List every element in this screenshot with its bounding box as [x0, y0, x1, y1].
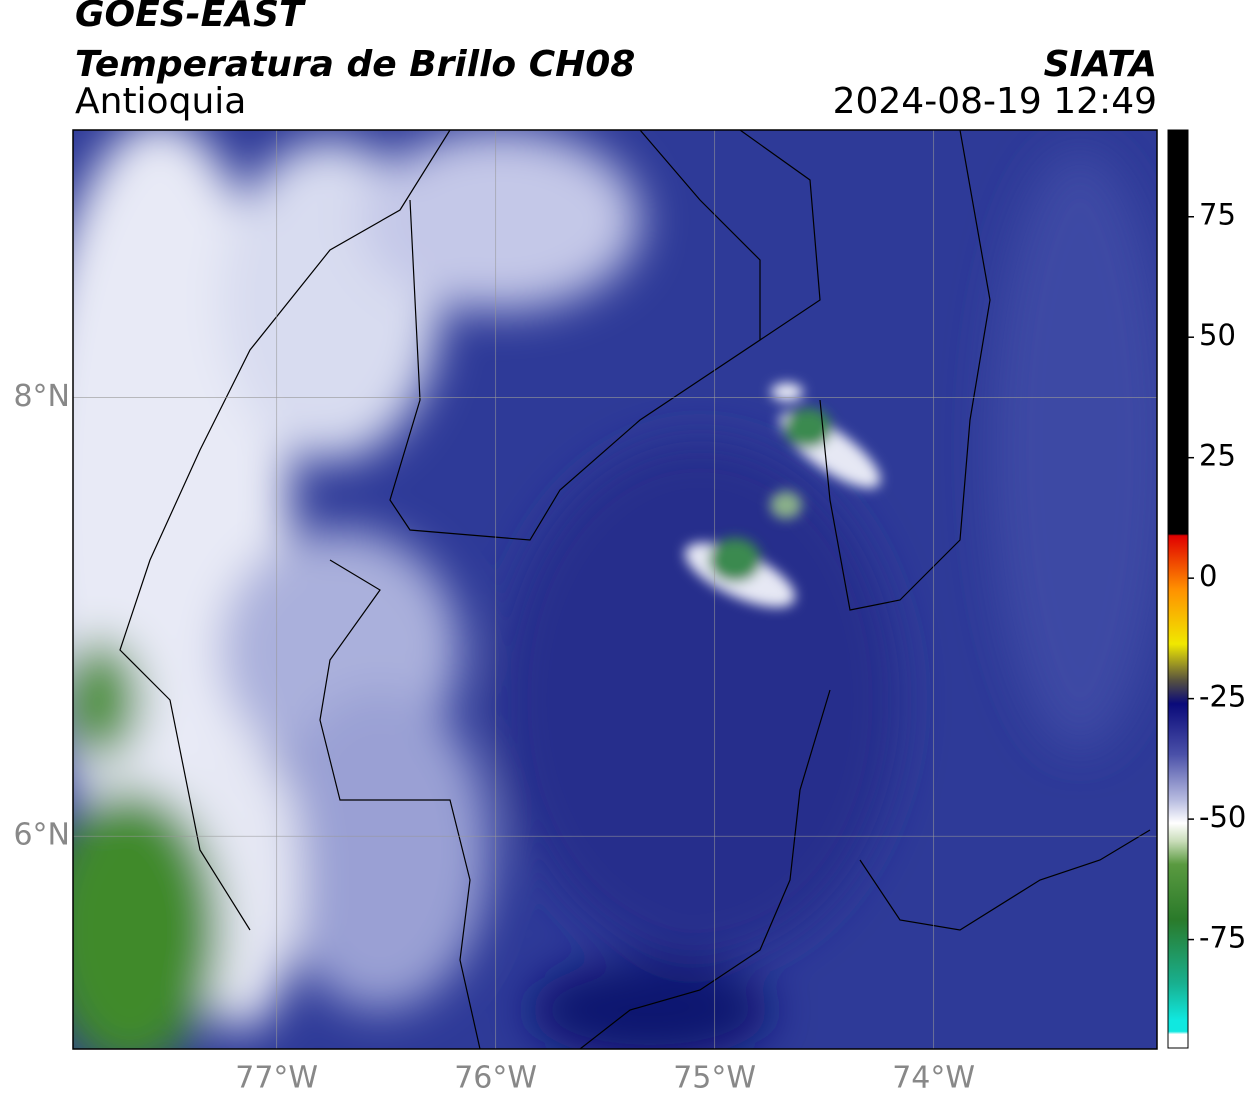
subtitle: Temperatura de Brillo CH08 [75, 44, 635, 85]
lat-tick-label: 8°N [13, 379, 70, 414]
datetime: 2024-08-19 12:49 [833, 81, 1157, 122]
colorbar-tick-label: 50 [1199, 318, 1236, 352]
colorbar-tick-label: 75 [1199, 198, 1236, 232]
lon-tick-label: 77°W [235, 1061, 318, 1096]
colorbar-tick-label: 25 [1199, 439, 1236, 473]
colorbar-tick-label: -25 [1199, 680, 1246, 714]
map-frame [72, 129, 1158, 1050]
colorbar-tick-label: -50 [1199, 800, 1246, 834]
satellite-image [73, 130, 1157, 1049]
lon-tick-label: 76°W [454, 1061, 537, 1096]
colorbar-tick-label: 0 [1199, 559, 1217, 593]
lon-tick-label: 75°W [673, 1061, 756, 1096]
boundaries [119, 130, 1151, 1049]
lon-tick-label: 74°W [892, 1061, 975, 1096]
lat-tick-label: 6°N [13, 818, 70, 853]
source: SIATA [1044, 44, 1157, 85]
graticule [73, 130, 1157, 1049]
colorbar [1167, 129, 1189, 1049]
colorbar-tick-label: -75 [1199, 921, 1246, 955]
title: GOES-EAST [75, 0, 306, 35]
region: Antioquia [75, 81, 246, 122]
